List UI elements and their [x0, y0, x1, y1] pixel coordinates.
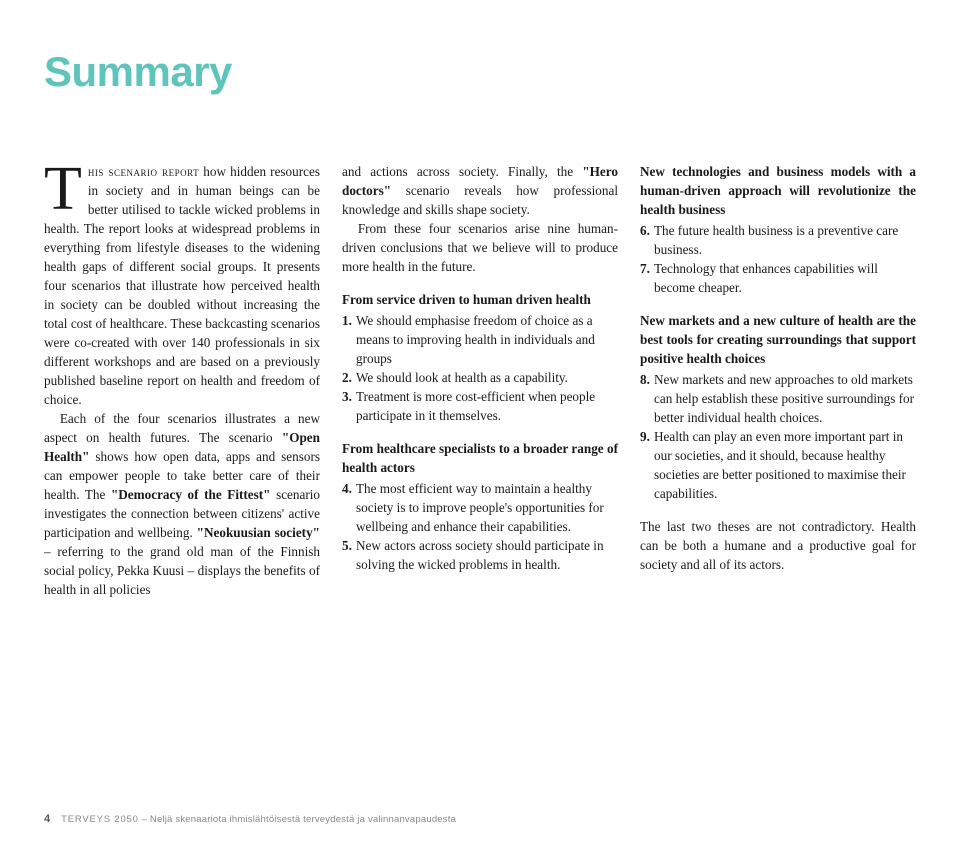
section-head-service: From service driven to human driven heal…: [342, 290, 618, 309]
item-num: 1.: [342, 311, 356, 368]
scenario-neokuusian: "Neokuusian society": [197, 525, 320, 540]
col1-para1: T his scenario report how hidden resourc…: [44, 162, 320, 409]
item-num: 5.: [342, 536, 356, 574]
item-num: 4.: [342, 479, 356, 536]
col1-p2a: Each of the four scenarios illustrates a…: [44, 411, 320, 445]
col1-para2: Each of the four scenarios illustrates a…: [44, 409, 320, 599]
list-item: 1.We should emphasise freedom of choice …: [342, 311, 618, 368]
body-columns: T his scenario report how hidden resourc…: [44, 162, 916, 599]
item-text: The future health business is a preventi…: [654, 221, 916, 259]
section-head-technologies: New technologies and business models wit…: [640, 162, 916, 219]
list-item: 3.Treatment is more cost-efficient when …: [342, 387, 618, 425]
column-3: New technologies and business models wit…: [640, 162, 916, 599]
item-num: 9.: [640, 427, 654, 503]
item-num: 6.: [640, 221, 654, 259]
list-item: 6.The future health business is a preven…: [640, 221, 916, 259]
page-title: Summary: [44, 48, 916, 96]
col2-para2: From these four scenarios arise nine hum…: [342, 219, 618, 276]
page-number: 4: [44, 813, 50, 825]
item-text: New actors across society should partici…: [356, 536, 618, 574]
item-num: 2.: [342, 368, 356, 387]
item-text: New markets and new approaches to old ma…: [654, 370, 916, 427]
page-footer: 4 TERVEYS 2050 – Neljä skenaariota ihmis…: [44, 813, 456, 825]
col1-p2g: – referring to the grand old man of the …: [44, 544, 320, 597]
footer-title: TERVEYS 2050: [61, 814, 139, 825]
section-head-markets: New markets and a new culture of health …: [640, 311, 916, 368]
list-item: 9.Health can play an even more important…: [640, 427, 916, 503]
item-text: Treatment is more cost-efficient when pe…: [356, 387, 618, 425]
lead-smallcaps: his scenario report: [88, 164, 199, 179]
closing-para: The last two theses are not contradictor…: [640, 517, 916, 574]
item-num: 7.: [640, 259, 654, 297]
list-item: 4.The most efficient way to maintain a h…: [342, 479, 618, 536]
list-service: 1.We should emphasise freedom of choice …: [342, 311, 618, 425]
column-1: T his scenario report how hidden resourc…: [44, 162, 320, 599]
scenario-democracy: "Democracy of the Fittest": [111, 487, 271, 502]
item-text: The most efficient way to maintain a hea…: [356, 479, 618, 536]
list-specialists: 4.The most efficient way to maintain a h…: [342, 479, 618, 574]
list-item: 7.Technology that enhances capabilities …: [640, 259, 916, 297]
list-technologies: 6.The future health business is a preven…: [640, 221, 916, 297]
list-markets: 8.New markets and new approaches to old …: [640, 370, 916, 503]
item-num: 8.: [640, 370, 654, 427]
column-2: and actions across society. Finally, the…: [342, 162, 618, 599]
section-head-specialists: From healthcare specialists to a broader…: [342, 439, 618, 477]
item-text: We should emphasise freedom of choice as…: [356, 311, 618, 368]
footer-subtitle: – Neljä skenaariota ihmislähtöisestä ter…: [139, 814, 456, 825]
dropcap: T: [44, 162, 88, 215]
col2-p1a: and actions across society. Finally, the: [342, 164, 582, 179]
list-item: 8.New markets and new approaches to old …: [640, 370, 916, 427]
item-text: Technology that enhances capabilities wi…: [654, 259, 916, 297]
list-item: 5.New actors across society should parti…: [342, 536, 618, 574]
item-num: 3.: [342, 387, 356, 425]
item-text: We should look at health as a capability…: [356, 368, 618, 387]
col2-para1: and actions across society. Finally, the…: [342, 162, 618, 219]
item-text: Health can play an even more important p…: [654, 427, 916, 503]
list-item: 2.We should look at health as a capabili…: [342, 368, 618, 387]
